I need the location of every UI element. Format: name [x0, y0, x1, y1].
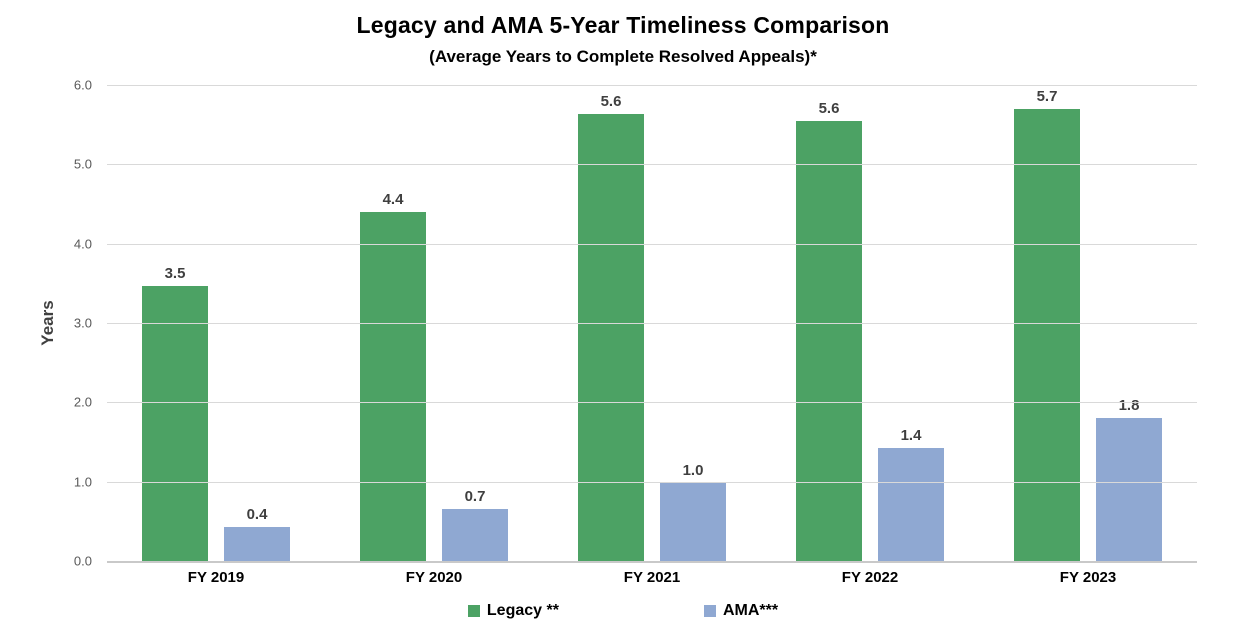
gridline: [107, 85, 1197, 86]
bar-column: 5.6: [796, 85, 862, 561]
plot-area: 3.5 0.4 4.4 0.7 5.6 1.0 5.6 1.4 5.7 1.8: [107, 85, 1197, 563]
gridline: [107, 164, 1197, 166]
y-axis: 0.0 1.0 2.0 3.0 4.0 5.0 6.0: [0, 78, 100, 569]
bar-column: 4.4: [360, 85, 426, 561]
gridline: [107, 243, 1197, 245]
bar-column: 1.4: [878, 85, 944, 561]
bar: [360, 212, 426, 561]
y-tick-label: 2.0: [73, 394, 92, 410]
bar-group: 5.7 1.8: [979, 85, 1197, 561]
bar-column: 0.4: [224, 85, 290, 561]
gridline: [107, 323, 1197, 324]
bar-value-label: 1.4: [900, 427, 922, 444]
bar: [442, 509, 508, 561]
x-category-label: FY 2020: [405, 569, 463, 586]
bar-group: 4.4 0.7: [325, 85, 543, 561]
bar-value-label: 0.7: [464, 488, 486, 505]
y-tick-label: 3.0: [73, 315, 92, 331]
bar-column: 0.7: [442, 85, 508, 561]
bar-group: 3.5 0.4: [107, 85, 325, 561]
legend-item: AMA***: [703, 602, 779, 620]
gridline: [107, 481, 1197, 483]
legend-item: Legacy **: [467, 602, 559, 620]
bar: [796, 121, 862, 561]
bar-group: 5.6 1.0: [543, 85, 761, 561]
y-tick-label: 5.0: [73, 156, 92, 172]
bar: [578, 114, 644, 561]
y-tick-label: 6.0: [73, 77, 92, 93]
x-category-label: FY 2023: [1059, 569, 1117, 586]
x-category-label: FY 2019: [187, 569, 245, 586]
legend-label: AMA***: [722, 602, 779, 619]
bar-value-label: 1.8: [1118, 397, 1140, 414]
bar-column: 3.5: [142, 85, 208, 561]
x-axis: FY 2019 FY 2020 FY 2021 FY 2022 FY 2023: [107, 569, 1197, 586]
bar: [142, 286, 208, 561]
y-tick-label: 1.0: [73, 474, 92, 490]
x-category-label: FY 2021: [623, 569, 681, 586]
bar-value-label: 5.7: [1036, 88, 1058, 105]
bar-column: 5.7: [1014, 85, 1080, 561]
chart-subtitle: (Average Years to Complete Resolved Appe…: [429, 47, 817, 66]
bar-value-label: 3.5: [164, 265, 186, 282]
bar: [878, 448, 944, 561]
legend-label: Legacy **: [486, 602, 559, 619]
bar-value-label: 5.6: [600, 93, 622, 110]
chart-title: Legacy and AMA 5-Year Timeliness Compari…: [356, 12, 890, 38]
y-tick-label: 4.0: [73, 236, 92, 252]
bar: [1014, 109, 1080, 561]
bar: [660, 483, 726, 561]
y-tick-label: 0.0: [73, 553, 92, 569]
bar-column: 1.8: [1096, 85, 1162, 561]
legend: Legacy ** AMA***: [0, 602, 1246, 620]
x-category-label: FY 2022: [841, 569, 899, 586]
bar: [224, 527, 290, 561]
gridline: [107, 402, 1197, 404]
bar-group: 5.6 1.4: [761, 85, 979, 561]
bar-value-label: 1.0: [682, 462, 704, 479]
bar-value-label: 5.6: [818, 100, 840, 117]
bar-value-label: 4.4: [382, 191, 404, 208]
bar-column: 1.0: [660, 85, 726, 561]
bar: [1096, 418, 1162, 561]
legend-swatch-icon: [467, 605, 480, 617]
legend-swatch-icon: [703, 605, 716, 617]
bar-value-label: 0.4: [246, 506, 268, 523]
bar-groups-container: 3.5 0.4 4.4 0.7 5.6 1.0 5.6 1.4 5.7 1.8: [107, 85, 1197, 561]
bar-column: 5.6: [578, 85, 644, 561]
